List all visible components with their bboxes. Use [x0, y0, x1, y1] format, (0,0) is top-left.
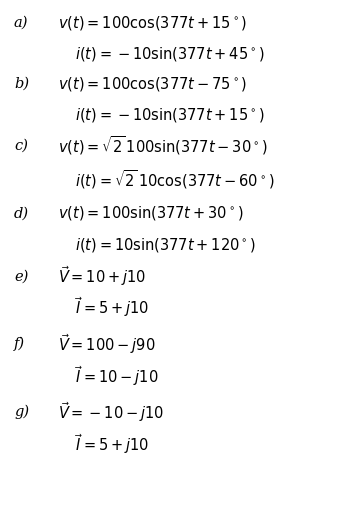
- Text: $\vec{V} = -10 - j10$: $\vec{V} = -10 - j10$: [58, 400, 164, 423]
- Text: $\vec{V} = 10 + j10$: $\vec{V} = 10 + j10$: [58, 264, 146, 288]
- Text: $i(t) = \sqrt{2}\,10\cos(377t - 60^\circ)$: $i(t) = \sqrt{2}\,10\cos(377t - 60^\circ…: [75, 168, 275, 190]
- Text: $v(t) = 100\sin(377t + 30^\circ)$: $v(t) = 100\sin(377t + 30^\circ)$: [58, 204, 244, 222]
- Text: g): g): [14, 404, 29, 418]
- Text: c): c): [14, 138, 28, 152]
- Text: $i(t) = 10\sin(377t + 120^\circ)$: $i(t) = 10\sin(377t + 120^\circ)$: [75, 235, 256, 253]
- Text: $v(t) = \sqrt{2}\,100\sin(377t - 30^\circ)$: $v(t) = \sqrt{2}\,100\sin(377t - 30^\cir…: [58, 134, 268, 156]
- Text: $v(t) = 100\cos(377t - 75^\circ)$: $v(t) = 100\cos(377t - 75^\circ)$: [58, 75, 247, 93]
- Text: $\vec{V} = 100 - j90$: $\vec{V} = 100 - j90$: [58, 332, 155, 355]
- Text: $\vec{I} = 5 + j10$: $\vec{I} = 5 + j10$: [75, 295, 149, 318]
- Text: $v(t) = 100\cos(377t + 15^\circ)$: $v(t) = 100\cos(377t + 15^\circ)$: [58, 14, 247, 32]
- Text: b): b): [14, 77, 29, 91]
- Text: $\vec{I} = 5 + j10$: $\vec{I} = 5 + j10$: [75, 431, 149, 455]
- Text: f): f): [14, 336, 25, 351]
- Text: a): a): [14, 16, 28, 30]
- Text: e): e): [14, 269, 28, 283]
- Text: $i(t) = -10\sin(377t + 45^\circ)$: $i(t) = -10\sin(377t + 45^\circ)$: [75, 44, 265, 63]
- Text: $\vec{I} = 10 - j10$: $\vec{I} = 10 - j10$: [75, 364, 159, 387]
- Text: $i(t) = -10\sin(377t + 15^\circ)$: $i(t) = -10\sin(377t + 15^\circ)$: [75, 105, 265, 124]
- Text: d): d): [14, 206, 29, 220]
